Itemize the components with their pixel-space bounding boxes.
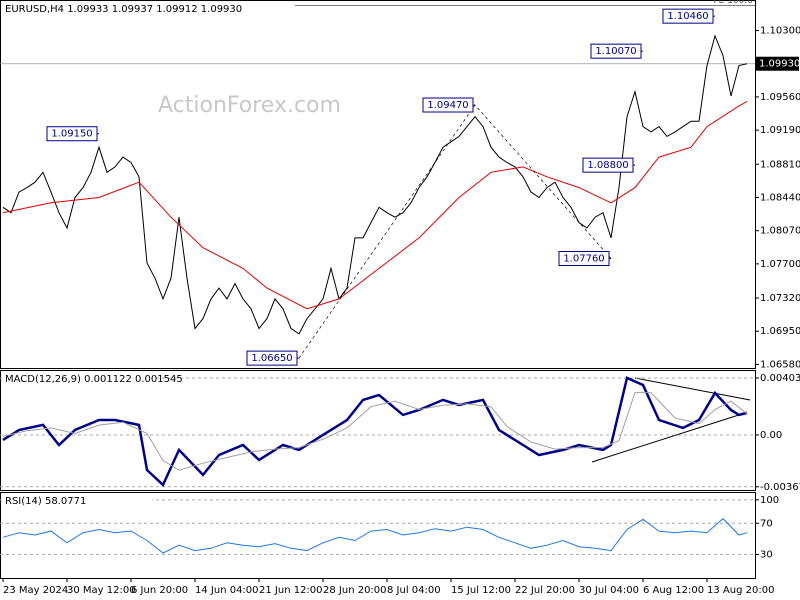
series-line [2, 517, 748, 554]
macd-trendline [634, 377, 751, 401]
price-label: 1.10070 [595, 46, 636, 57]
x-tick-label: 15 Jul 12:00 [451, 585, 511, 596]
title-bg [2, 2, 232, 15]
y-tick-label: 1.08810 [760, 159, 800, 170]
x-tick-label: 30 Jul 04:00 [579, 585, 639, 596]
last-price-label: 1.09930 [759, 59, 800, 70]
price-label: 1.09150 [51, 129, 92, 140]
macd-trendline [591, 412, 746, 463]
y-tick-label: 1.07700 [760, 259, 800, 270]
y-tick-label: 0.00 [760, 430, 782, 441]
title-bg [2, 372, 152, 385]
pane-frame [0, 492, 756, 579]
x-tick-label: 21 Jun 12:00 [259, 585, 323, 596]
x-tick-label: 6 Aug 12:00 [643, 585, 704, 596]
pane-frame [0, 0, 756, 369]
x-tick-label: 14 Jun 04:00 [195, 585, 259, 596]
y-tick-label: 1.10300 [760, 26, 800, 37]
last-price-box [756, 56, 799, 71]
price-label: 1.06650 [251, 353, 292, 364]
y-tick-label: 1.09190 [760, 125, 800, 136]
x-tick-label: 28 Jun 20:00 [323, 585, 387, 596]
price-label: 1.08800 [587, 160, 628, 171]
y-tick-label: 1.06950 [760, 326, 800, 337]
y-tick-label: 1.08440 [760, 192, 800, 203]
title-bg [2, 494, 152, 507]
y-tick-label: -0.00367 [760, 482, 800, 493]
y-tick-label: 1.07320 [760, 293, 800, 304]
price-label: 1.07760 [563, 253, 604, 264]
series-line [2, 34, 748, 335]
pane-title: EURUSD,H4 1.09933 1.09937 1.09912 1.0993… [5, 4, 242, 15]
y-tick-label: 70 [760, 518, 773, 529]
x-tick-label: 30 May 12:00 [67, 585, 136, 596]
series-line [2, 392, 748, 471]
price-label: 1.09470 [427, 100, 468, 111]
y-tick-label: 1.09560 [760, 92, 800, 103]
series-line [2, 376, 748, 487]
y-tick-label: 30 [760, 550, 773, 561]
x-tick-label: 22 Jul 20:00 [515, 585, 575, 596]
x-tick-label: 6 Jun 20:00 [131, 585, 188, 596]
pane-title: MACD(12,26,9) 0.001122 0.001545 [5, 374, 183, 385]
series-line [2, 100, 748, 310]
x-tick-label: 8 Jul 04:00 [387, 585, 441, 596]
y-tick-label: 0.004036 [760, 373, 800, 384]
price-label: 1.10460 [667, 11, 708, 22]
x-tick-label: 23 May 2024 [3, 585, 68, 596]
y-tick-label: 1.08070 [760, 226, 800, 237]
fib-label: FE 100.0 [714, 0, 754, 6]
y-tick-label: 100 [760, 495, 779, 506]
pane-frame [0, 370, 756, 491]
y-tick-label: 1.06580 [760, 359, 800, 370]
pane-title: RSI(14) 58.0771 [5, 496, 86, 507]
watermark: ActionForex.com [158, 93, 341, 118]
x-tick-label: 13 Aug 20:00 [707, 585, 774, 596]
